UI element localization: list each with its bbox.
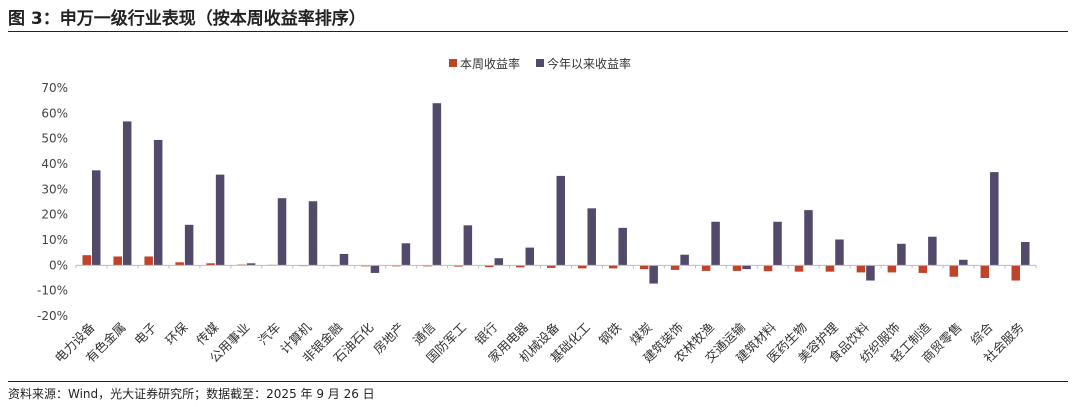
title-rule bbox=[8, 31, 1068, 32]
bar-ytd bbox=[804, 210, 813, 266]
bar-ytd bbox=[618, 227, 627, 266]
bar-weekly bbox=[918, 265, 928, 273]
y-axis: -20% -10% 0% 10% 20% 30% 40% 50% 60% 70% bbox=[37, 81, 68, 323]
legend-label-ytd: 今年以来收益率 bbox=[547, 56, 631, 71]
bar-ytd bbox=[680, 254, 689, 266]
bar-ytd bbox=[649, 265, 658, 284]
bar-ytd bbox=[401, 243, 411, 266]
bar-weekly bbox=[361, 265, 370, 267]
bar-chart: 本周收益率 今年以来收益率 -20% -10% 0% 10% 20% 30% 40% 50% 6… bbox=[37, 56, 1037, 365]
bar-ytd bbox=[525, 247, 535, 266]
bars bbox=[82, 103, 1030, 284]
bar-weekly bbox=[639, 265, 649, 270]
bar-ytd bbox=[153, 139, 163, 266]
bar-ytd bbox=[928, 236, 937, 266]
bar-weekly bbox=[763, 265, 773, 272]
bar-ytd bbox=[866, 265, 875, 281]
bar-ytd bbox=[246, 263, 256, 266]
bar-ytd bbox=[122, 121, 132, 266]
y-tick-label: 30% bbox=[41, 182, 68, 196]
bar-weekly bbox=[887, 265, 897, 273]
y-tick-label: 0% bbox=[49, 258, 68, 272]
bar-weekly bbox=[206, 263, 215, 266]
bar-weekly bbox=[701, 265, 711, 271]
bar-ytd bbox=[959, 259, 968, 266]
bar-ytd bbox=[494, 258, 504, 266]
legend-label-weekly: 本周收益率 bbox=[460, 56, 520, 71]
y-tick-label: 70% bbox=[41, 81, 68, 95]
category-label: 电子 bbox=[131, 320, 159, 348]
bar-ytd bbox=[277, 198, 287, 266]
bar-weekly bbox=[608, 265, 618, 269]
bar-weekly bbox=[949, 265, 959, 277]
y-tick-label: 60% bbox=[41, 106, 68, 120]
bar-weekly bbox=[1011, 265, 1021, 281]
bar-ytd bbox=[897, 243, 906, 266]
bar-ytd bbox=[432, 103, 442, 266]
bar-weekly bbox=[423, 265, 432, 267]
legend-swatch-weekly bbox=[449, 59, 457, 67]
bar-ytd bbox=[184, 224, 194, 266]
bar-weekly bbox=[547, 265, 556, 268]
bar-ytd bbox=[742, 265, 751, 270]
bar-ytd bbox=[91, 170, 101, 266]
bar-ytd bbox=[556, 175, 565, 266]
legend-swatch-ytd bbox=[536, 59, 544, 67]
bar-weekly bbox=[794, 265, 804, 272]
bar-weekly bbox=[732, 265, 742, 271]
category-label: 钢铁 bbox=[596, 319, 625, 348]
bar-weekly bbox=[392, 265, 401, 267]
bar-ytd bbox=[835, 239, 844, 266]
bar-weekly bbox=[670, 265, 680, 270]
y-tick-label: -20% bbox=[37, 309, 68, 323]
bar-weekly bbox=[113, 256, 122, 266]
bar-weekly bbox=[175, 262, 184, 266]
category-label: 环保 bbox=[162, 319, 191, 348]
bar-ytd bbox=[339, 253, 349, 266]
bar-ytd bbox=[1021, 242, 1030, 266]
bar-weekly bbox=[856, 265, 866, 273]
bar-weekly bbox=[516, 265, 525, 268]
bar-weekly bbox=[82, 255, 91, 266]
bar-weekly bbox=[980, 265, 990, 278]
bar-weekly bbox=[577, 265, 587, 269]
bar-ytd bbox=[370, 265, 380, 273]
bar-ytd bbox=[308, 201, 318, 266]
figure-title: 图 3：申万一级行业表现（按本周收益率排序） bbox=[8, 9, 366, 29]
source-rule bbox=[8, 381, 1068, 382]
bar-ytd bbox=[711, 221, 720, 266]
y-tick-label: 40% bbox=[41, 157, 68, 171]
bar-weekly bbox=[485, 265, 494, 268]
category-label: 房地产 bbox=[370, 320, 407, 357]
y-tick-label: 10% bbox=[41, 233, 68, 247]
source-note: 资料来源：Wind，光大证券研究所；数据截至：2025 年 9 月 26 日 bbox=[8, 387, 375, 401]
bar-ytd bbox=[990, 172, 999, 266]
bar-ytd bbox=[215, 174, 225, 266]
chart-legend: 本周收益率 今年以来收益率 bbox=[449, 56, 631, 71]
bar-ytd bbox=[463, 225, 473, 266]
y-tick-label: -10% bbox=[37, 284, 68, 298]
bar-ytd bbox=[773, 221, 782, 266]
bar-ytd bbox=[587, 208, 596, 266]
bar-weekly bbox=[144, 256, 153, 266]
bar-weekly bbox=[454, 265, 463, 267]
bar-weekly bbox=[825, 265, 835, 272]
y-tick-label: 20% bbox=[41, 208, 68, 222]
y-tick-label: 50% bbox=[41, 132, 68, 146]
